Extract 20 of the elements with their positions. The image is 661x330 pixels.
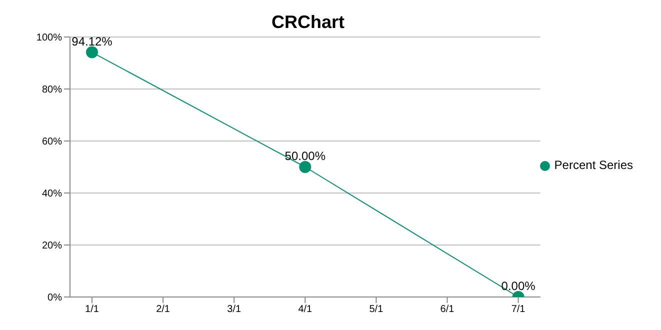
point bbox=[86, 46, 98, 58]
y-tick-label: 100% bbox=[36, 32, 62, 44]
data-label: 94.12% bbox=[72, 34, 113, 48]
x-tick-label: 3/1 bbox=[227, 304, 242, 316]
y-tick-label: 80% bbox=[42, 84, 62, 96]
x-tick-label: 6/1 bbox=[440, 304, 455, 316]
x-tick-label: 2/1 bbox=[156, 304, 170, 316]
y-tick-label: 0% bbox=[48, 292, 62, 304]
y-tick-label: 20% bbox=[42, 240, 62, 252]
y-tick-label: 60% bbox=[42, 136, 62, 148]
x-tick-label: 7/1 bbox=[511, 304, 526, 316]
point bbox=[299, 161, 312, 173]
x-tick-label: 5/1 bbox=[369, 304, 384, 316]
data-label: 50.00% bbox=[284, 149, 326, 163]
chart-title: CRChart bbox=[270, 12, 346, 33]
data-label: 0.00% bbox=[501, 279, 536, 293]
x-tick-label: 1/1 bbox=[85, 304, 100, 316]
legend-label: Percent Series bbox=[554, 158, 633, 172]
x-tick-label: 4/1 bbox=[298, 304, 313, 316]
y-tick-label: 40% bbox=[42, 188, 62, 200]
